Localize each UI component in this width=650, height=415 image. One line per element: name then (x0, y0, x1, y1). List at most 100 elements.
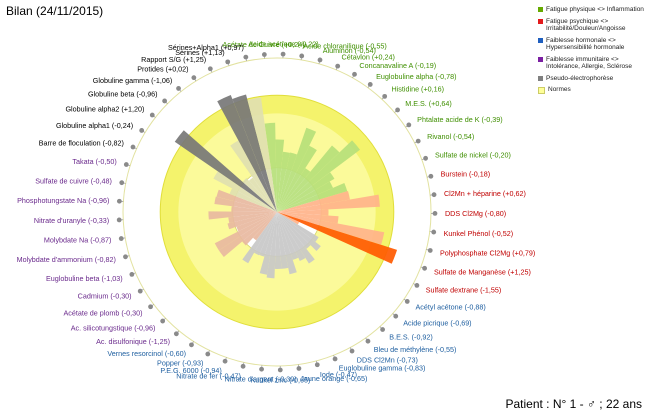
spoke-dot-36 (148, 304, 153, 310)
axis-label-15: DDS Cl2Mg (-0,80) (445, 209, 506, 218)
axis-label-43: Sulfate de cuivre (-0,48) (35, 176, 112, 185)
spoke-dot-52 (225, 59, 231, 65)
axis-label-29: Nitrate d'argent (-0,39) (225, 375, 297, 384)
sector-8 (277, 145, 340, 212)
axis-label-34: Ac. disulfonique (-1,25) (96, 337, 170, 346)
chart-title: Bilan (24/11/2015) (6, 4, 104, 18)
sector-47 (174, 130, 277, 212)
spoke-dot-53 (243, 54, 249, 60)
axis-label-11: Rivanol (-0,54) (427, 132, 474, 141)
spoke-dot-25 (332, 356, 338, 362)
axis-labels: Acétate de Cuivre (+0,24)Acide acétique … (17, 40, 536, 385)
spoke-dot-45 (130, 144, 136, 150)
axis-label-53: Sérines+Alpha1 (+0,97) (168, 43, 244, 52)
spoke-dot-27 (296, 366, 302, 371)
spoke-dot-12 (423, 155, 428, 161)
sector-42 (231, 206, 277, 212)
sector-5 (277, 127, 317, 212)
axis-label-42: Phosphotungstate Na (-0,96) (17, 196, 109, 205)
axis-label-25: Euglobuline gamma (-0,83) (339, 364, 426, 373)
axis-label-18: Sulfate de Manganèse (+1,25) (434, 267, 531, 276)
axis-label-38: Euglobuline beta (-1,03) (46, 274, 123, 283)
axis-label-28: Kunkel zinc (-0,65) (251, 375, 311, 384)
axis-label-45: Barre de floculation (-0,82) (39, 138, 124, 147)
sector-48 (242, 178, 277, 212)
sector-33 (242, 212, 277, 264)
sector-10 (277, 172, 335, 212)
sector-30 (259, 212, 277, 275)
axis-label-47: Globuline alpha2 (+1,20) (65, 104, 144, 113)
sector-52 (232, 94, 277, 212)
legend-item-immunitaire: Faiblesse immunitaire <> Intolérance, Al… (538, 56, 650, 71)
spoke-dot-13 (428, 173, 434, 179)
spoke-dot-17 (427, 248, 433, 253)
legend-swatch (538, 75, 543, 81)
spoke-dot-10 (406, 122, 412, 128)
axis-label-32: Popper (-0,93) (157, 359, 203, 368)
spoke-dot-18 (422, 265, 428, 271)
sector-14 (277, 194, 380, 212)
sector-19 (277, 212, 300, 225)
axis-label-40: Molybdate Na (-0,87) (44, 236, 112, 245)
spoke-dot-34 (173, 331, 179, 337)
axis-label-46: Globuline alpha1 (-0,24) (56, 121, 133, 130)
sector-35 (242, 212, 277, 246)
sector-9 (277, 140, 361, 212)
sector-49 (248, 177, 277, 212)
sector-18 (277, 212, 398, 264)
spoke-dot-24 (349, 348, 355, 354)
spoke-dot-11 (415, 138, 421, 144)
axis-label-2: Acide acétique (-0,22) (248, 40, 318, 49)
sector-22 (277, 212, 311, 249)
axis-label-16: Kunkel Phénol (-0,52) (444, 229, 514, 238)
spoke-dot-31 (222, 358, 228, 364)
axis-label-22: B.E.S. (-0,92) (389, 332, 433, 341)
sector-16 (277, 212, 339, 224)
axis-label-41: Nitrate d'uranyle (-0,33) (34, 216, 109, 225)
spoke-dot-5 (335, 63, 341, 69)
axis-label-21: Acide picrique (-0,69) (403, 318, 471, 327)
axis-label-39: Molybdate d'ammonium (-0,82) (17, 255, 116, 264)
spoke-dot-4 (317, 57, 323, 63)
axis-label-17: Polyphosphate Cl2Mg (+0,79) (440, 248, 535, 257)
legend-item-psychique: Fatigue psychique <> Irritabilité/Douleu… (538, 18, 650, 33)
legend-swatch (538, 56, 543, 62)
spoke-dot-26 (314, 362, 320, 368)
axis-label-48: Globuline beta (-0,96) (88, 89, 158, 98)
sector-36 (218, 212, 277, 257)
axis-label-24: DDS Cl2Mn (-0,73) (357, 355, 418, 364)
spoke-dot-22 (380, 327, 385, 332)
spoke-dot-40 (118, 236, 124, 241)
legend-label: Fatigue physique <> Inflammation (546, 6, 644, 13)
legend-swatch (538, 7, 543, 12)
spoke-dot-44 (123, 162, 129, 167)
legend-label: Pseudo-électrophorèse (546, 74, 614, 82)
axis-label-10: Phtalate acide de K (-0,39) (417, 115, 503, 124)
spoke-dot-15 (432, 211, 438, 216)
sector-40 (228, 212, 277, 224)
sector-7 (277, 168, 311, 212)
spoke-dot-28 (277, 367, 283, 373)
spoke-dot-19 (414, 283, 420, 288)
axis-label-20: Acétyl acétone (-0,88) (416, 303, 486, 312)
spoke-dot-6 (352, 71, 357, 77)
axis-label-33: Vernes resorcinol (-0,60) (107, 349, 186, 358)
legend-item-physique: Fatigue physique <> Inflammation (538, 6, 650, 14)
sector-6 (277, 145, 317, 212)
sector-1 (264, 122, 277, 212)
axis-label-50: Protides (+0,02) (137, 65, 188, 74)
legend-item-normes: Normes (538, 86, 650, 94)
axis-label-49: Globuline gamma (-1,06) (93, 76, 173, 85)
spoke-dot-30 (240, 363, 246, 369)
axis-label-30: Nitrate de fer (-0,47) (176, 372, 241, 381)
sector-28 (274, 212, 282, 269)
axis-label-36: Acétate de plomb (-0,30) (63, 308, 142, 317)
sector-4 (277, 152, 298, 212)
spoke-dot-29 (259, 366, 264, 372)
spoke-dot-49 (176, 86, 181, 91)
spoke-dot-37 (137, 288, 143, 294)
sector-51 (217, 94, 277, 212)
sector-11 (277, 181, 333, 212)
spoke-dot-1 (261, 52, 267, 57)
axis-label-44: Takata (-0,50) (72, 157, 116, 166)
